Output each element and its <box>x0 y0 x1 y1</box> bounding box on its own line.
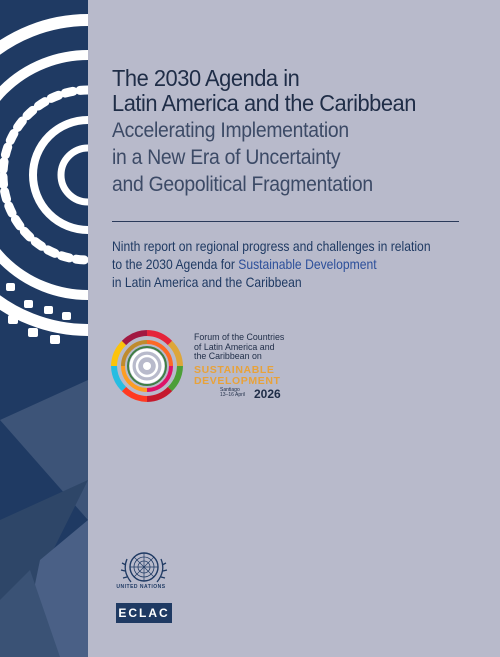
forum-logo <box>111 330 183 402</box>
un-emblem-icon <box>120 552 168 583</box>
description-line-1: Ninth report on regional progress and ch… <box>112 239 431 254</box>
un-label: UNITED NATIONS <box>116 584 166 590</box>
report-subtitle: Accelerating Implementation in a New Era… <box>112 117 445 198</box>
sdg-wheel-icon <box>111 330 183 402</box>
forum-theme: SUSTAINABLE DEVELOPMENT <box>194 365 281 386</box>
forum-line-3: the Caribbean on <box>194 351 262 361</box>
description-line-2-text: to the 2030 Agenda for <box>112 257 239 272</box>
title-line-2: Latin America and the Caribbean <box>112 90 416 116</box>
eclac-logo: ECLAC <box>116 603 172 623</box>
description-line-3: in Latin America and the Caribbean <box>112 275 302 290</box>
forum-line-1: Forum of the Countries <box>194 332 285 342</box>
description-emphasis: Sustainable Development <box>238 257 377 272</box>
decorative-band <box>0 0 88 657</box>
forum-city: Santiago <box>220 387 240 393</box>
forum-theme-line-1: SUSTAINABLE <box>194 364 275 376</box>
subtitle-line-2: in a New Era of Uncertainty <box>112 145 341 169</box>
title-divider <box>112 221 459 222</box>
subtitle-line-1: Accelerating Implementation <box>112 118 349 142</box>
description-line-2: to the 2030 Agenda for Sustainable Devel… <box>112 256 446 274</box>
forum-line-2: of Latin America and <box>194 341 275 352</box>
forum-year: 2026 <box>254 387 281 401</box>
title-line-1: The 2030 Agenda in <box>112 65 300 91</box>
subtitle-line-3: and Geopolitical Fragmentation <box>112 172 373 196</box>
report-description: Ninth report on regional progress and ch… <box>112 238 446 292</box>
concentric-pattern <box>0 14 88 657</box>
forum-dates: 13–16 April <box>220 392 246 398</box>
forum-place: Santiago 13–16 April <box>220 388 245 398</box>
forum-theme-line-2: DEVELOPMENT <box>194 374 281 387</box>
forum-name: Forum of the Countries of Latin America … <box>194 332 308 362</box>
report-title: The 2030 Agenda in Latin America and the… <box>112 66 456 116</box>
